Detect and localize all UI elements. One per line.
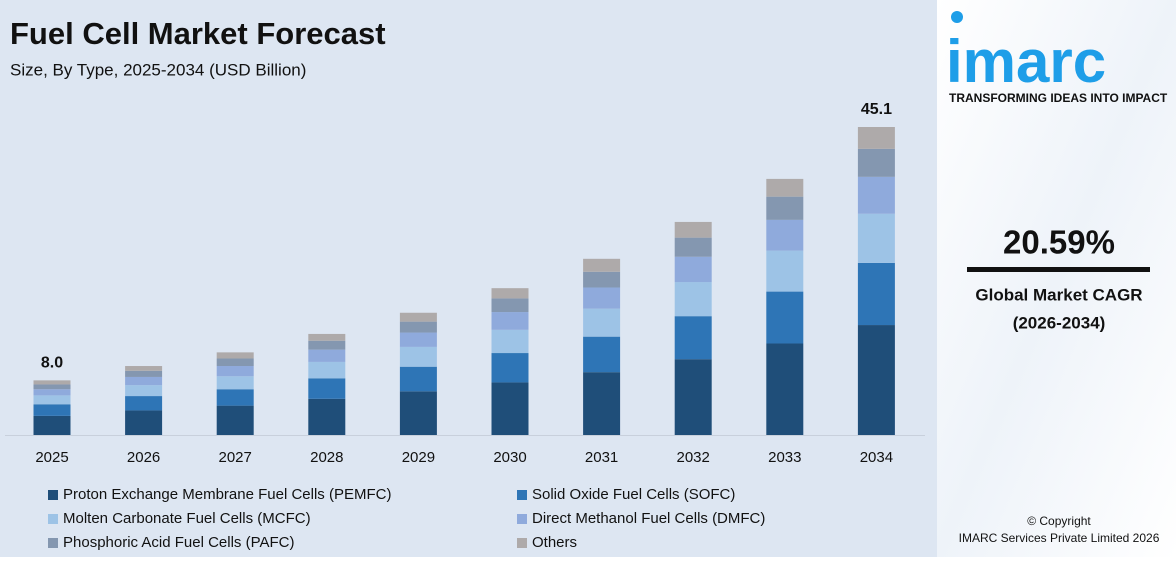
bar-segment [399,346,437,367]
legend-swatch [48,514,58,524]
legend-swatch [517,514,527,524]
tagline: TRANSFORMING IDEAS INTO IMPACT [949,91,1168,105]
bar-segment [766,250,804,292]
x-tick-label: 2030 [493,449,526,466]
x-tick-label: 2026 [127,449,160,466]
bar-segment [216,405,254,435]
legend-swatch [48,490,58,500]
company: IMARC Services Private Limited 2026 [959,531,1160,545]
bar-segment [216,389,254,406]
logo: imarc [946,28,1106,95]
bar-segment [766,178,804,197]
bar-segment [33,415,71,435]
bar-segment [766,219,804,251]
legend-swatch [48,538,58,548]
bar-segment [583,308,621,337]
chart-title: Fuel Cell Market Forecast [10,16,386,51]
bar-segment [308,333,346,341]
bar-segment [674,237,712,257]
bar-segment [766,196,804,220]
bar-segment [491,312,529,330]
legend-swatch [517,538,527,548]
cagr-divider [967,267,1150,272]
bar-segment [491,329,529,354]
bar-segment [857,325,895,435]
bar-segment [857,127,895,149]
legend-label: Direct Methanol Fuel Cells (DMFC) [532,510,765,527]
bar-segment [583,287,621,309]
bar-segment [491,298,529,313]
bar-segment [491,288,529,299]
chart-subtitle: Size, By Type, 2025-2034 (USD Billion) [10,60,306,79]
bar-segment [33,404,71,416]
bar-segment [399,312,437,322]
copyright: © Copyright [1027,514,1091,528]
bar-segment [674,359,712,435]
legend-label: Proton Exchange Membrane Fuel Cells (PEM… [63,486,391,503]
legend-label: Molten Carbonate Fuel Cells (MCFC) [63,510,311,527]
x-tick-label: 2027 [219,449,252,466]
bar-segment [766,343,804,435]
bar-segment [308,340,346,350]
bar-segment [399,366,437,392]
x-tick-label: 2032 [677,449,710,466]
bar-segment [125,396,163,411]
bar-segment [399,332,437,347]
bar-segment [399,391,437,435]
bar-segment [583,271,621,288]
x-tick-label: 2028 [310,449,343,466]
bar-segment [33,384,71,390]
x-tick-label: 2029 [402,449,435,466]
cagr-label: Global Market CAGR [975,285,1142,304]
bar-segment [766,291,804,344]
bar-segment [583,372,621,435]
bar-segment [125,366,163,371]
bar-segment [308,361,346,379]
bar-segment [491,382,529,435]
legend-label: Others [532,534,577,551]
bar-segment [857,262,895,326]
legend-label: Phosphoric Acid Fuel Cells (PAFC) [63,534,294,551]
bar-segment [216,358,254,367]
bar-segment [308,398,346,435]
bar-segment [308,349,346,362]
total-label: 45.1 [861,101,892,118]
bar-segment [125,376,163,386]
cagr-period: (2026-2034) [1013,313,1106,332]
bar-segment [857,213,895,263]
bar-segment [583,258,621,272]
bar-segment [33,389,71,396]
x-tick-label: 2025 [35,449,68,466]
bar-segment [674,316,712,360]
bar-segment [674,221,712,238]
bar-segment [33,380,71,385]
bar-segment [491,353,529,383]
bar-segment [674,282,712,317]
legend-swatch [517,490,527,500]
legend-label: Solid Oxide Fuel Cells (SOFC) [532,486,735,503]
bar-segment [583,336,621,373]
bar-segment [125,385,163,397]
bar-segment [216,366,254,377]
cagr-value: 20.59% [1003,224,1115,261]
bar-segment [125,370,163,377]
x-tick-label: 2033 [768,449,801,466]
bar-segment [216,376,254,390]
bar-segment [674,256,712,283]
total-label: 8.0 [41,355,63,372]
sidebar-background [937,0,1176,557]
bar-segment [399,321,437,333]
x-tick-label: 2031 [585,449,618,466]
bar-segment [857,176,895,214]
bar-segment [857,148,895,177]
logo-dot [951,11,963,23]
bar-segment [33,395,71,405]
x-tick-label: 2034 [860,449,893,466]
bar-segment [125,410,163,435]
bar-segment [216,352,254,359]
bar-segment [308,378,346,399]
